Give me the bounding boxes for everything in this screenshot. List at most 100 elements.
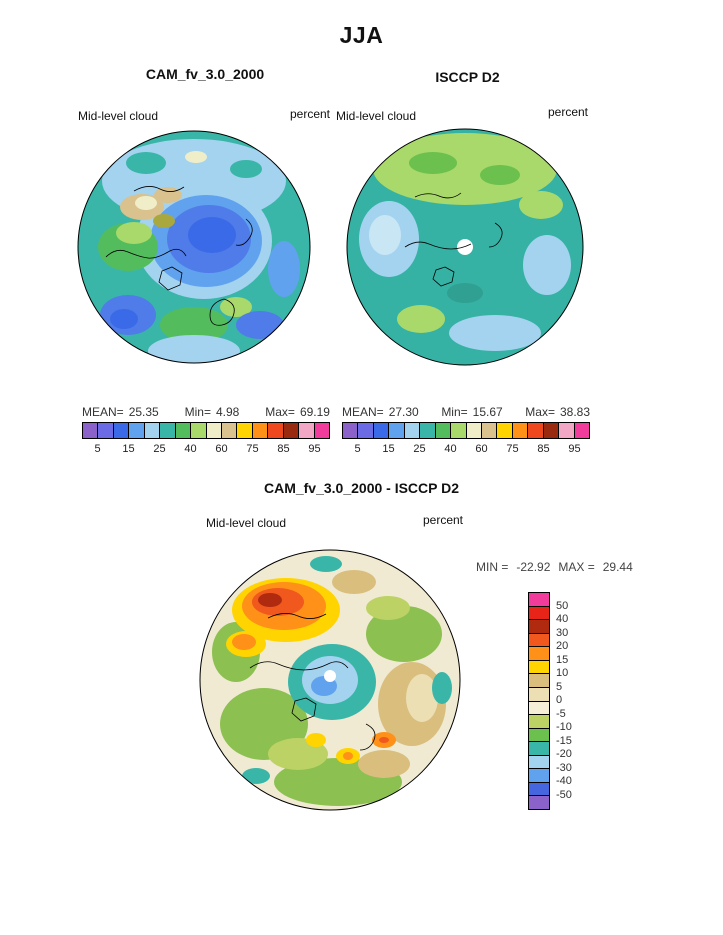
colorbar-cell xyxy=(128,423,144,438)
cam-colorbar-ticks: 5 15 25 40 60 75 85 95 xyxy=(82,443,330,457)
colorbar-cell xyxy=(529,768,549,782)
cam-mean-label: MEAN= xyxy=(82,405,124,419)
colorbar-tick: 10 xyxy=(556,667,569,679)
isccp-units-label: percent xyxy=(547,105,588,119)
isccp-colorbar-ticks: 5 15 25 40 60 75 85 95 xyxy=(342,443,590,457)
isccp-stats-row: MEAN= 27.30 Min= 15.67 Max= 38.83 xyxy=(342,405,590,419)
colorbar-tick: 75 xyxy=(246,443,259,455)
cam-max-label: Max= xyxy=(265,405,295,419)
colorbar-tick: 40 xyxy=(444,443,457,455)
cam-polar-map xyxy=(77,130,311,364)
colorbar-cell xyxy=(465,423,481,438)
colorbar-tick: 5 xyxy=(556,680,563,693)
colorbar-cell xyxy=(480,423,497,438)
colorbar-cell xyxy=(343,423,358,438)
isccp-mean-label: MEAN= xyxy=(342,405,384,419)
colorbar-cell xyxy=(282,423,299,438)
colorbar-cell xyxy=(527,423,543,438)
colorbar-cell xyxy=(529,686,549,701)
colorbar-tick: 85 xyxy=(277,443,290,455)
colorbar-cell xyxy=(496,423,512,438)
cam-mean-value: 25.35 xyxy=(128,405,159,419)
isccp-min-label: Min= xyxy=(441,405,468,419)
isccp-mean-value: 27.30 xyxy=(388,405,419,419)
diff-stats-row: MIN = -22.92 MAX = 29.44 xyxy=(476,560,633,574)
isccp-min-value: 15.67 xyxy=(472,405,503,419)
diff-polar-map xyxy=(199,549,461,811)
cam-units-label: percent xyxy=(289,107,330,121)
colorbar-tick: 5 xyxy=(94,443,101,455)
diff-max-value: 29.44 xyxy=(602,560,633,574)
panel-title-cam: CAM_fv_3.0_2000 xyxy=(145,66,265,82)
colorbar-cell xyxy=(190,423,206,438)
colorbar-cell xyxy=(529,700,549,715)
isccp-polar-map xyxy=(346,128,584,366)
colorbar-tick: -15 xyxy=(556,734,572,747)
colorbar-cell xyxy=(529,646,549,660)
colorbar-cell xyxy=(529,632,549,647)
colorbar-tick: 95 xyxy=(568,443,581,455)
diff-min-label: MIN = xyxy=(476,560,509,574)
colorbar-cell xyxy=(529,593,549,606)
colorbar-tick: 20 xyxy=(556,640,569,652)
colorbar-tick: 60 xyxy=(215,443,228,455)
isccp-field-label: Mid-level cloud xyxy=(336,109,417,123)
cam-max-value: 69.19 xyxy=(299,405,330,419)
colorbar-cell xyxy=(313,423,329,438)
colorbar-tick: 25 xyxy=(153,443,166,455)
cam-min-value: 4.98 xyxy=(215,405,240,419)
season-title: JJA xyxy=(339,22,384,48)
colorbar-cell xyxy=(529,727,549,742)
colorbar-cell xyxy=(388,423,404,438)
isccp-max-label: Max= xyxy=(525,405,555,419)
colorbar-cell xyxy=(220,423,237,438)
panel-title-isccp: ISCCP D2 xyxy=(435,69,500,85)
colorbar-tick: 60 xyxy=(475,443,488,455)
colorbar-cell xyxy=(143,423,160,438)
colorbar-cell xyxy=(529,659,549,674)
colorbar-cell xyxy=(267,423,283,438)
diff-colorbar-ticks: 50 40 30 20 15 10 5 0 -5 -10 -15 -20 -30… xyxy=(556,592,596,808)
colorbar-cell xyxy=(236,423,252,438)
colorbar-cell xyxy=(529,741,549,755)
colorbar-tick: 5 xyxy=(354,443,361,455)
colorbar-cell xyxy=(511,423,528,438)
colorbar-cell xyxy=(450,423,466,438)
diff-field-label: Mid-level cloud xyxy=(206,516,287,530)
diff-colorbar xyxy=(528,592,550,810)
cam-colorbar xyxy=(82,422,330,439)
colorbar-cell xyxy=(542,423,559,438)
colorbar-tick: 25 xyxy=(413,443,426,455)
colorbar-cell xyxy=(159,423,175,438)
colorbar-tick: 15 xyxy=(122,443,135,455)
colorbar-tick: 40 xyxy=(184,443,197,455)
colorbar-tick: 50 xyxy=(556,599,569,612)
colorbar-tick: -10 xyxy=(556,721,572,733)
colorbar-cell xyxy=(205,423,221,438)
colorbar-cell xyxy=(112,423,129,438)
colorbar-cell xyxy=(97,423,113,438)
cam-field-label: Mid-level cloud xyxy=(78,109,159,123)
colorbar-cell xyxy=(83,423,98,438)
isccp-max-value: 38.83 xyxy=(559,405,590,419)
colorbar-tick: 15 xyxy=(382,443,395,455)
colorbar-tick: -30 xyxy=(556,761,572,774)
colorbar-tick: 15 xyxy=(556,653,569,666)
colorbar-cell xyxy=(529,673,549,687)
colorbar-cell xyxy=(251,423,268,438)
colorbar-tick: 0 xyxy=(556,694,563,706)
cam-stats-row: MEAN= 25.35 Min= 4.98 Max= 69.19 xyxy=(82,405,330,419)
colorbar-tick: 95 xyxy=(308,443,321,455)
isccp-colorbar xyxy=(342,422,590,439)
colorbar-cell xyxy=(529,781,549,796)
colorbar-cell xyxy=(529,795,549,809)
colorbar-cell xyxy=(558,423,574,438)
colorbar-tick: -20 xyxy=(556,748,572,760)
diff-min-value: -22.92 xyxy=(516,560,551,574)
colorbar-tick: 85 xyxy=(537,443,550,455)
colorbar-tick: -40 xyxy=(556,775,572,787)
colorbar-cell xyxy=(298,423,314,438)
colorbar-cell xyxy=(529,714,549,728)
colorbar-tick: 30 xyxy=(556,626,569,639)
